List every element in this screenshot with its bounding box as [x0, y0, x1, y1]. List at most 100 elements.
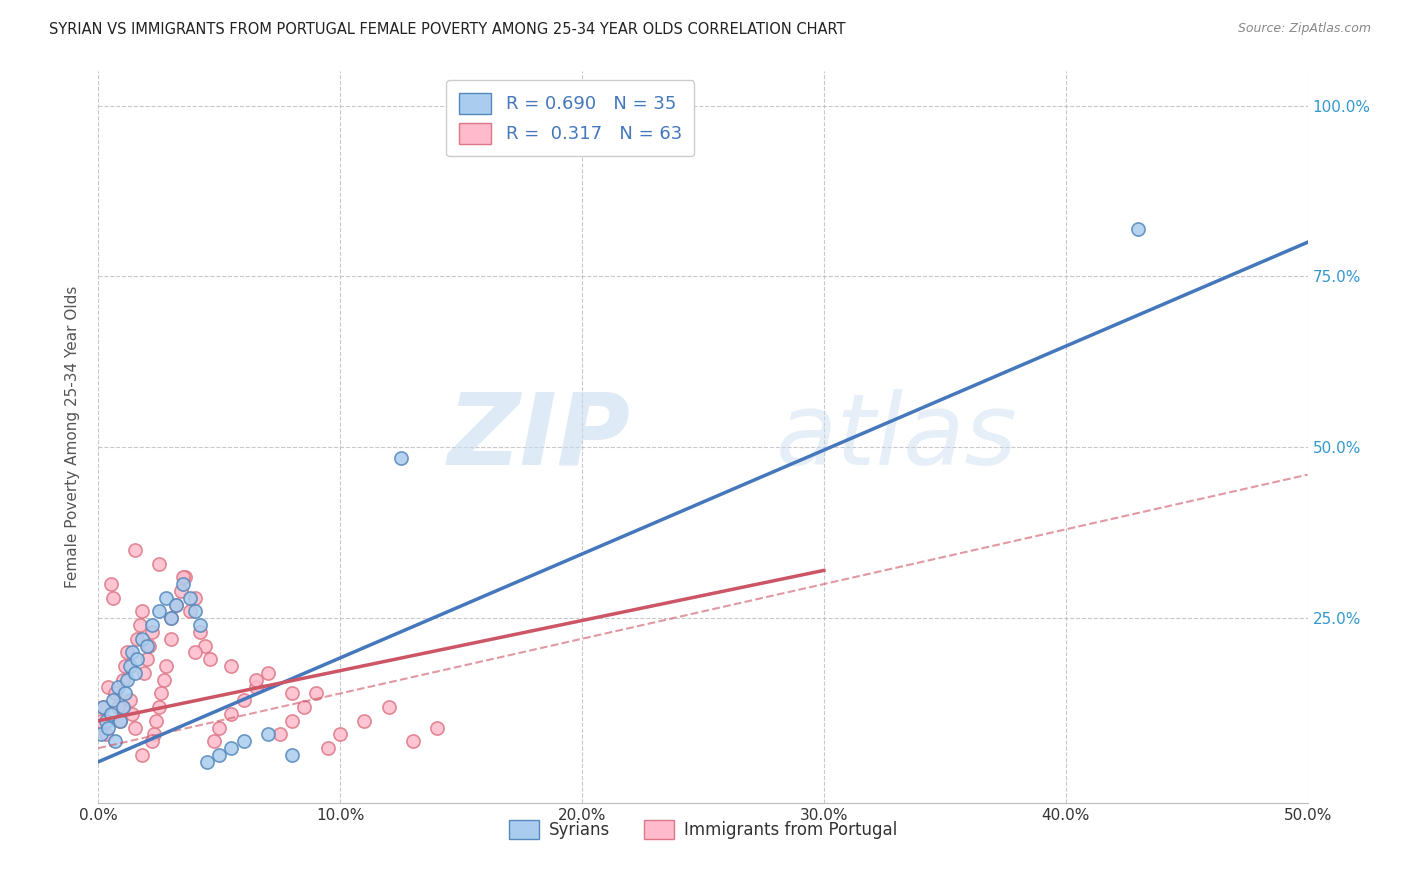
Point — [165, 598, 187, 612]
Point — [134, 665, 156, 680]
Point — [1128, 221, 1150, 235]
Point — [131, 632, 153, 646]
Point — [221, 659, 243, 673]
Point — [141, 734, 163, 748]
Point — [160, 632, 183, 646]
Point — [131, 747, 153, 762]
Point — [148, 700, 170, 714]
Point — [97, 680, 120, 694]
Point — [94, 714, 117, 728]
Point — [281, 747, 304, 762]
Point — [426, 721, 449, 735]
Point — [94, 727, 117, 741]
Point — [184, 645, 207, 659]
Y-axis label: Female Poverty Among 25-34 Year Olds: Female Poverty Among 25-34 Year Olds — [65, 286, 80, 588]
Point — [118, 693, 141, 707]
Point — [107, 700, 129, 714]
Point — [245, 673, 267, 687]
Point — [155, 659, 177, 673]
Point — [256, 727, 278, 741]
Point — [91, 700, 114, 714]
Point — [389, 450, 412, 465]
Point — [269, 727, 291, 741]
Point — [101, 591, 124, 605]
Point — [127, 652, 149, 666]
Point — [329, 727, 352, 741]
Point — [135, 639, 157, 653]
Point — [281, 686, 304, 700]
Point — [108, 714, 131, 728]
Point — [124, 665, 146, 680]
Point — [100, 706, 122, 721]
Point — [143, 727, 166, 741]
Point — [111, 700, 134, 714]
Point — [281, 714, 304, 728]
Point — [188, 618, 211, 632]
Point — [172, 577, 194, 591]
Text: SYRIAN VS IMMIGRANTS FROM PORTUGAL FEMALE POVERTY AMONG 25-34 YEAR OLDS CORRELAT: SYRIAN VS IMMIGRANTS FROM PORTUGAL FEMAL… — [49, 22, 846, 37]
Point — [305, 686, 328, 700]
Point — [131, 604, 153, 618]
Point — [188, 624, 211, 639]
Point — [208, 747, 231, 762]
Point — [155, 591, 177, 605]
Text: Source: ZipAtlas.com: Source: ZipAtlas.com — [1237, 22, 1371, 36]
Point — [117, 645, 139, 659]
Point — [232, 693, 254, 707]
Point — [179, 604, 201, 618]
Point — [145, 714, 167, 728]
Point — [152, 673, 174, 687]
Point — [208, 721, 231, 735]
Point — [148, 557, 170, 571]
Point — [104, 734, 127, 748]
Text: ZIP: ZIP — [447, 389, 630, 485]
Point — [204, 734, 226, 748]
Point — [111, 673, 134, 687]
Point — [184, 604, 207, 618]
Point — [121, 706, 143, 721]
Point — [135, 652, 157, 666]
Point — [118, 659, 141, 673]
Point — [377, 700, 399, 714]
Point — [121, 645, 143, 659]
Point — [172, 570, 194, 584]
Point — [128, 618, 150, 632]
Point — [221, 741, 243, 756]
Point — [174, 570, 197, 584]
Point — [107, 680, 129, 694]
Point — [100, 577, 122, 591]
Point — [160, 611, 183, 625]
Point — [90, 714, 112, 728]
Point — [91, 700, 114, 714]
Point — [353, 714, 375, 728]
Point — [184, 591, 207, 605]
Point — [316, 741, 339, 756]
Point — [195, 755, 218, 769]
Point — [194, 639, 217, 653]
Text: atlas: atlas — [776, 389, 1017, 485]
Point — [150, 686, 173, 700]
Point — [114, 659, 136, 673]
Point — [141, 624, 163, 639]
Point — [114, 686, 136, 700]
Point — [127, 632, 149, 646]
Point — [124, 542, 146, 557]
Point — [141, 618, 163, 632]
Point — [108, 714, 131, 728]
Point — [124, 721, 146, 735]
Point — [117, 673, 139, 687]
Point — [97, 721, 120, 735]
Point — [160, 611, 183, 625]
Point — [148, 604, 170, 618]
Point — [402, 734, 425, 748]
Legend: Syrians, Immigrants from Portugal: Syrians, Immigrants from Portugal — [502, 814, 904, 846]
Point — [232, 734, 254, 748]
Point — [101, 693, 124, 707]
Point — [198, 652, 221, 666]
Point — [90, 727, 112, 741]
Point — [292, 700, 315, 714]
Point — [179, 591, 201, 605]
Point — [256, 665, 278, 680]
Point — [165, 598, 187, 612]
Point — [221, 706, 243, 721]
